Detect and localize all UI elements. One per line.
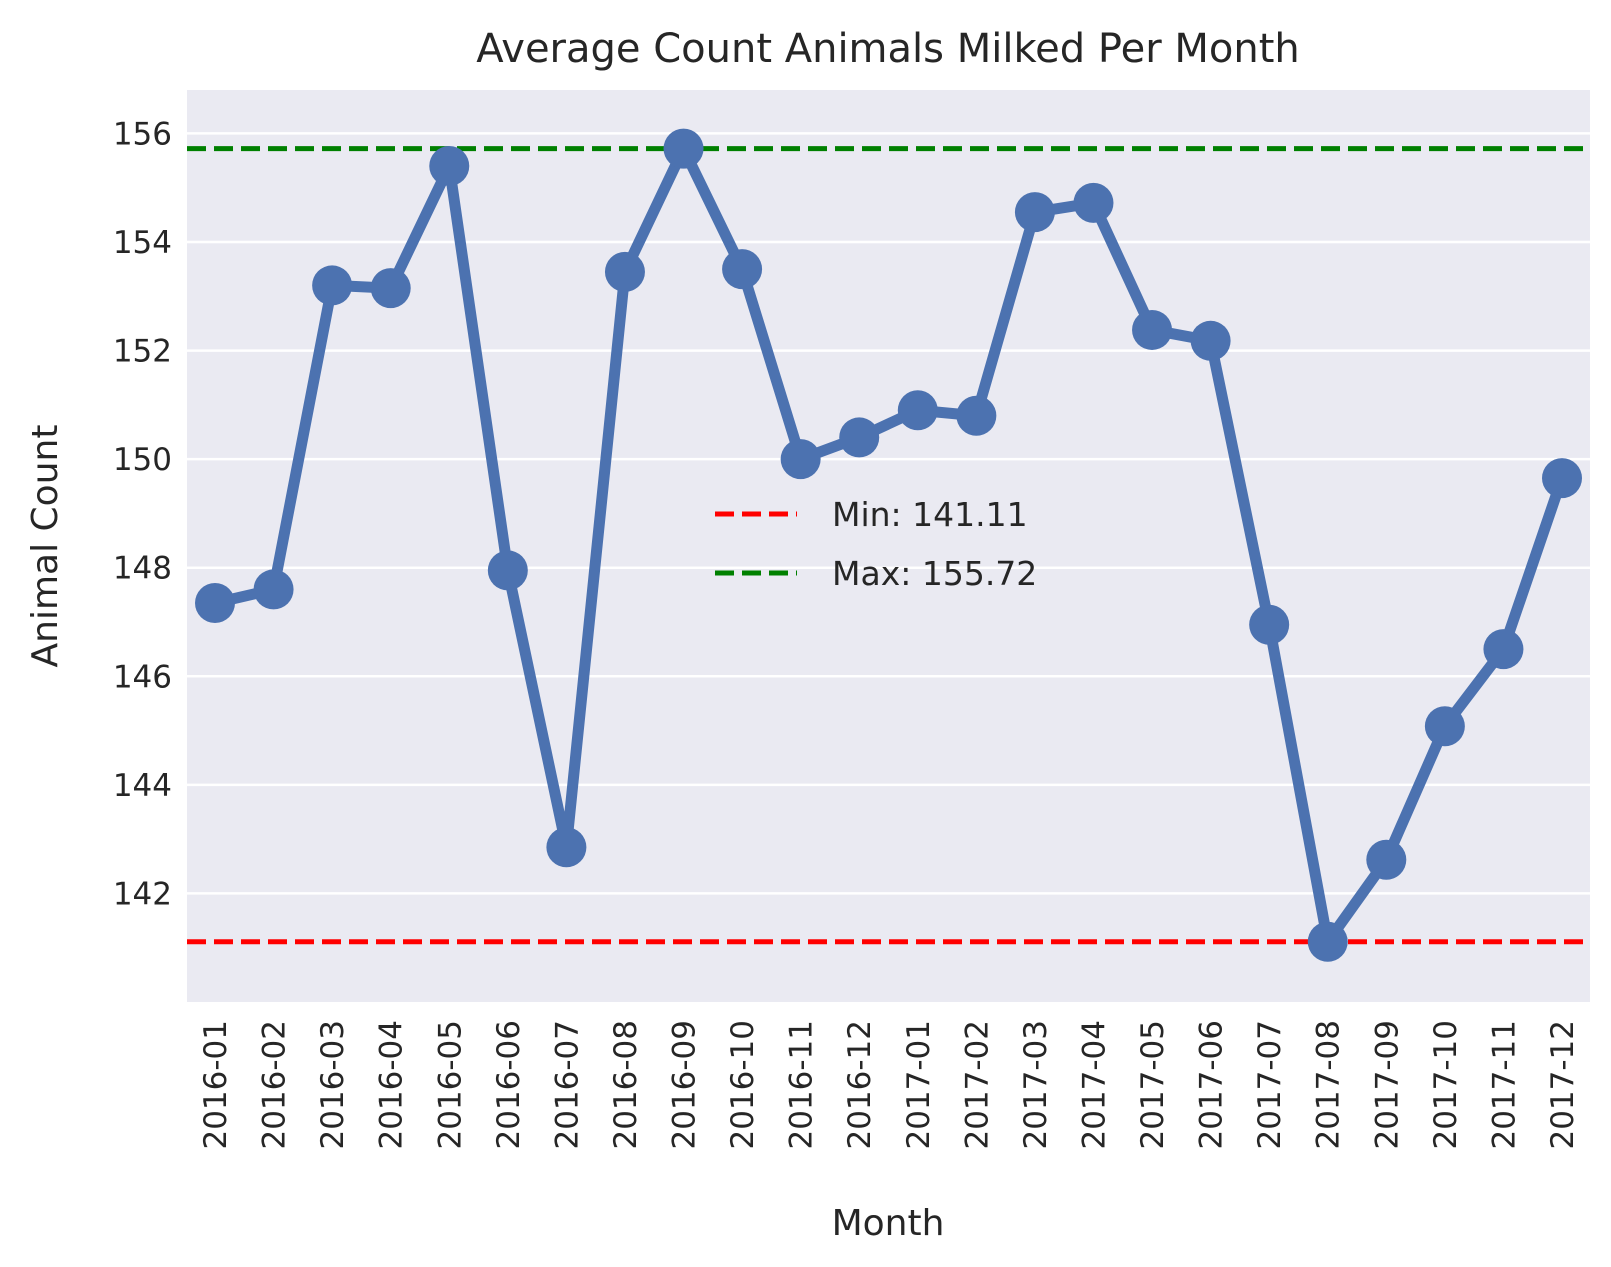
x-tick-label: 2016-03	[315, 1020, 351, 1150]
data-point	[1132, 309, 1173, 350]
x-tick-label: 2016-12	[842, 1020, 878, 1150]
data-point	[429, 146, 470, 186]
y-tick-label: 146	[113, 659, 172, 695]
data-point	[1483, 629, 1524, 670]
x-tick-label: 2016-06	[491, 1020, 527, 1150]
x-tick-label: 2016-02	[257, 1020, 293, 1150]
x-tick-label: 2017-05	[1135, 1020, 1171, 1150]
y-tick-labels: 142 144 146 148 150 152 154 156	[113, 116, 172, 912]
data-point	[253, 569, 294, 610]
data-point	[604, 251, 645, 292]
data-point	[195, 583, 235, 623]
x-tick-labels: 2016-01 2016-02 2016-03 2016-04 2016-05 2016-…	[198, 1020, 1581, 1150]
x-tick-label: 2017-01	[901, 1020, 937, 1150]
series-line	[195, 128, 1582, 962]
x-tick-label: 2016-08	[608, 1020, 644, 1150]
x-tick-label: 2017-08	[1311, 1020, 1347, 1150]
chart-title: Average Count Animals Milked Per Month	[476, 26, 1299, 72]
data-point	[839, 417, 880, 458]
data-point	[722, 249, 763, 290]
x-tick-label: 2017-12	[1545, 1020, 1581, 1150]
x-tick-label: 2016-04	[374, 1020, 410, 1150]
y-tick-label: 152	[113, 334, 172, 370]
x-tick-label: 2016-01	[198, 1020, 234, 1150]
y-tick-label: 150	[113, 442, 172, 478]
x-tick-label: 2017-11	[1486, 1020, 1522, 1150]
x-tick-label: 2017-03	[1018, 1020, 1054, 1150]
data-point	[487, 550, 528, 591]
data-point	[1542, 458, 1582, 499]
data-point	[1249, 604, 1290, 645]
data-point	[663, 128, 704, 169]
legend-label: Min: 141.11	[832, 495, 1028, 534]
x-tick-label: 2017-10	[1428, 1020, 1464, 1150]
y-tick-label: 144	[113, 768, 172, 804]
y-tick-label: 142	[113, 876, 172, 912]
x-tick-label: 2017-06	[1194, 1020, 1230, 1150]
x-tick-label: 2017-02	[959, 1020, 995, 1150]
data-point	[546, 827, 587, 868]
data-point	[1190, 320, 1231, 361]
data-point	[1014, 192, 1055, 233]
data-point	[1366, 839, 1407, 880]
x-tick-label: 2017-09	[1369, 1020, 1405, 1150]
x-tick-label: 2017-07	[1252, 1020, 1288, 1150]
x-tick-label: 2017-04	[1076, 1020, 1112, 1150]
data-point	[1307, 921, 1348, 962]
data-point	[897, 390, 938, 431]
x-tick-label: 2016-10	[725, 1020, 761, 1150]
x-tick-label: 2016-05	[432, 1020, 468, 1150]
reference-lines	[187, 146, 1590, 945]
data-point	[312, 265, 353, 306]
data-point	[370, 268, 411, 309]
y-axis-label: Animal Count	[25, 425, 66, 668]
x-tick-label: 2016-07	[549, 1020, 585, 1150]
x-tick-label: 2016-11	[784, 1020, 820, 1150]
x-tick-label: 2016-09	[667, 1020, 703, 1150]
y-tick-label: 148	[113, 551, 172, 587]
legend: Min: 141.11 Max: 155.72	[715, 495, 1037, 593]
y-tick-label: 156	[113, 116, 172, 152]
data-point	[1424, 706, 1465, 747]
gridlines	[187, 132, 1590, 895]
data-point	[780, 439, 821, 480]
legend-label: Max: 155.72	[832, 554, 1037, 593]
y-tick-label: 154	[113, 225, 172, 261]
data-point	[956, 395, 997, 436]
data-point	[1073, 182, 1114, 223]
x-axis-label: Month	[832, 1203, 945, 1244]
